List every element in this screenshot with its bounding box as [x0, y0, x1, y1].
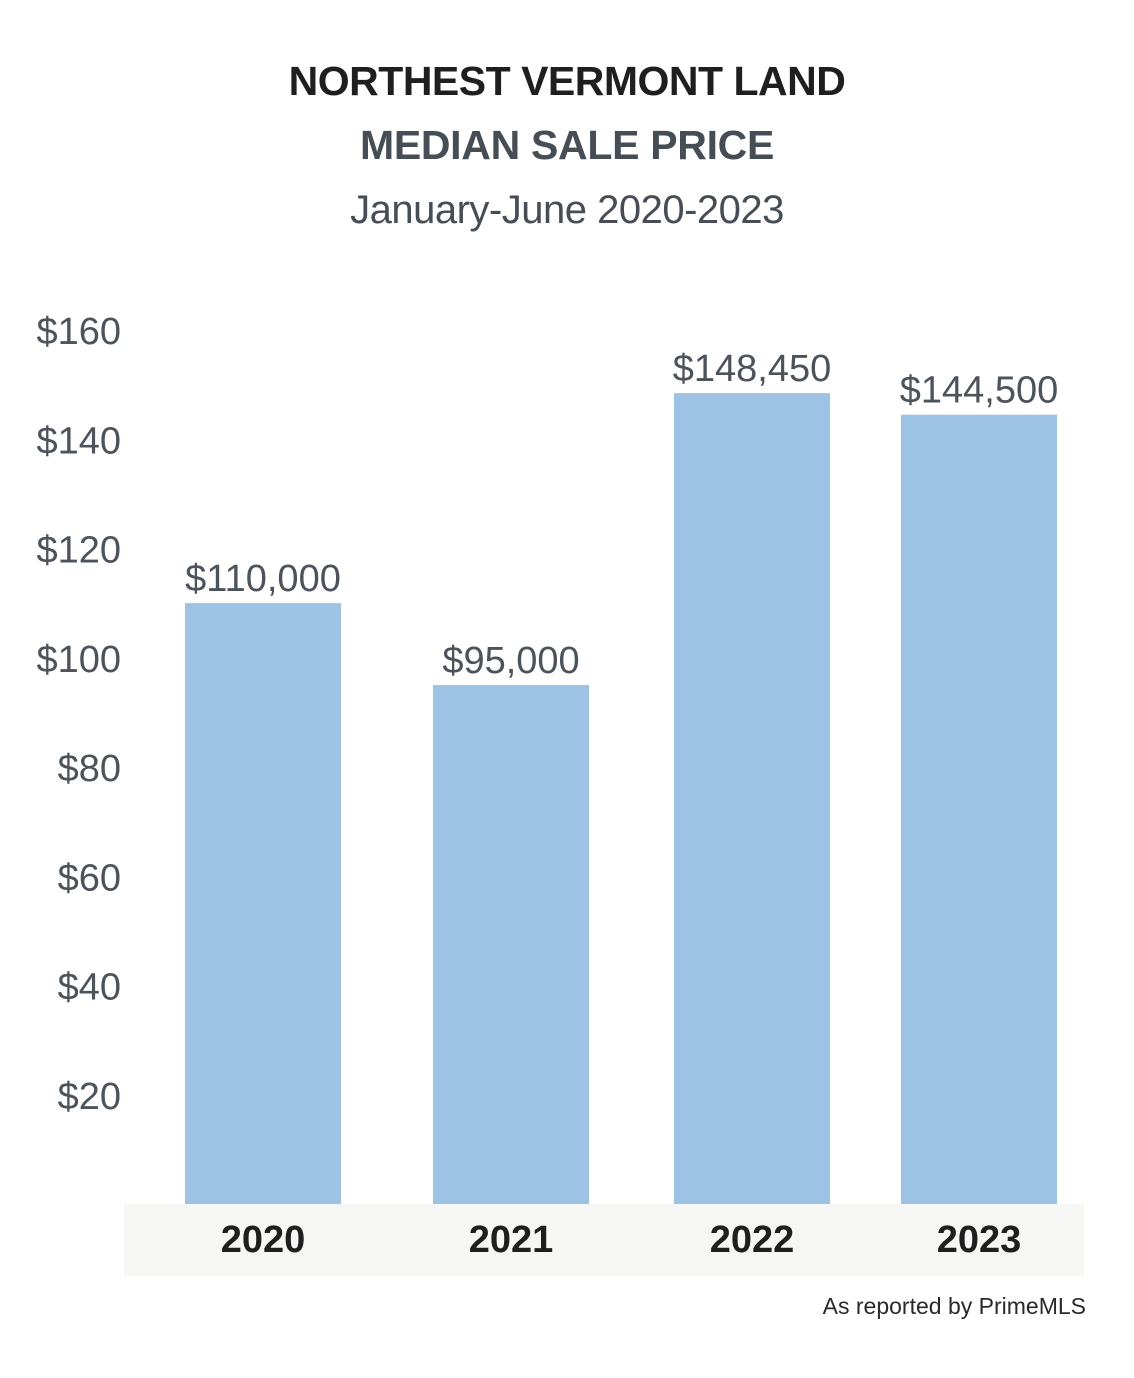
bar-2021 [433, 685, 589, 1204]
bar-2023 [901, 414, 1057, 1204]
data-label: $148,450 [673, 348, 832, 390]
bar-2022 [674, 393, 830, 1204]
y-tick-label: $80 [58, 748, 121, 790]
y-tick-label: $60 [58, 857, 121, 899]
chart-subtitle: MEDIAN SALE PRICE [359, 122, 775, 168]
chart-title: NORTHEST VERMONT LAND [288, 58, 846, 104]
y-tick-label: $20 [58, 1076, 121, 1118]
data-label: $95,000 [442, 640, 579, 682]
bar-2020 [185, 603, 341, 1204]
source-note: As reported by PrimeMLS [822, 1293, 1086, 1319]
x-tick-label: 2021 [469, 1219, 554, 1261]
y-tick-label: $100 [36, 639, 121, 681]
y-tick-label: $40 [58, 967, 121, 1009]
x-tick-label: 2022 [710, 1219, 795, 1261]
x-tick-label: 2020 [221, 1219, 306, 1261]
data-label: $144,500 [900, 370, 1059, 412]
y-tick-label: $160 [36, 311, 121, 353]
x-axis-band [124, 1204, 1084, 1276]
data-label: $110,000 [185, 558, 341, 600]
chart-period: January-June 2020-2023 [350, 188, 784, 232]
y-tick-label: $120 [36, 530, 121, 572]
y-tick-label: $140 [36, 420, 121, 462]
x-tick-label: 2023 [937, 1219, 1022, 1261]
